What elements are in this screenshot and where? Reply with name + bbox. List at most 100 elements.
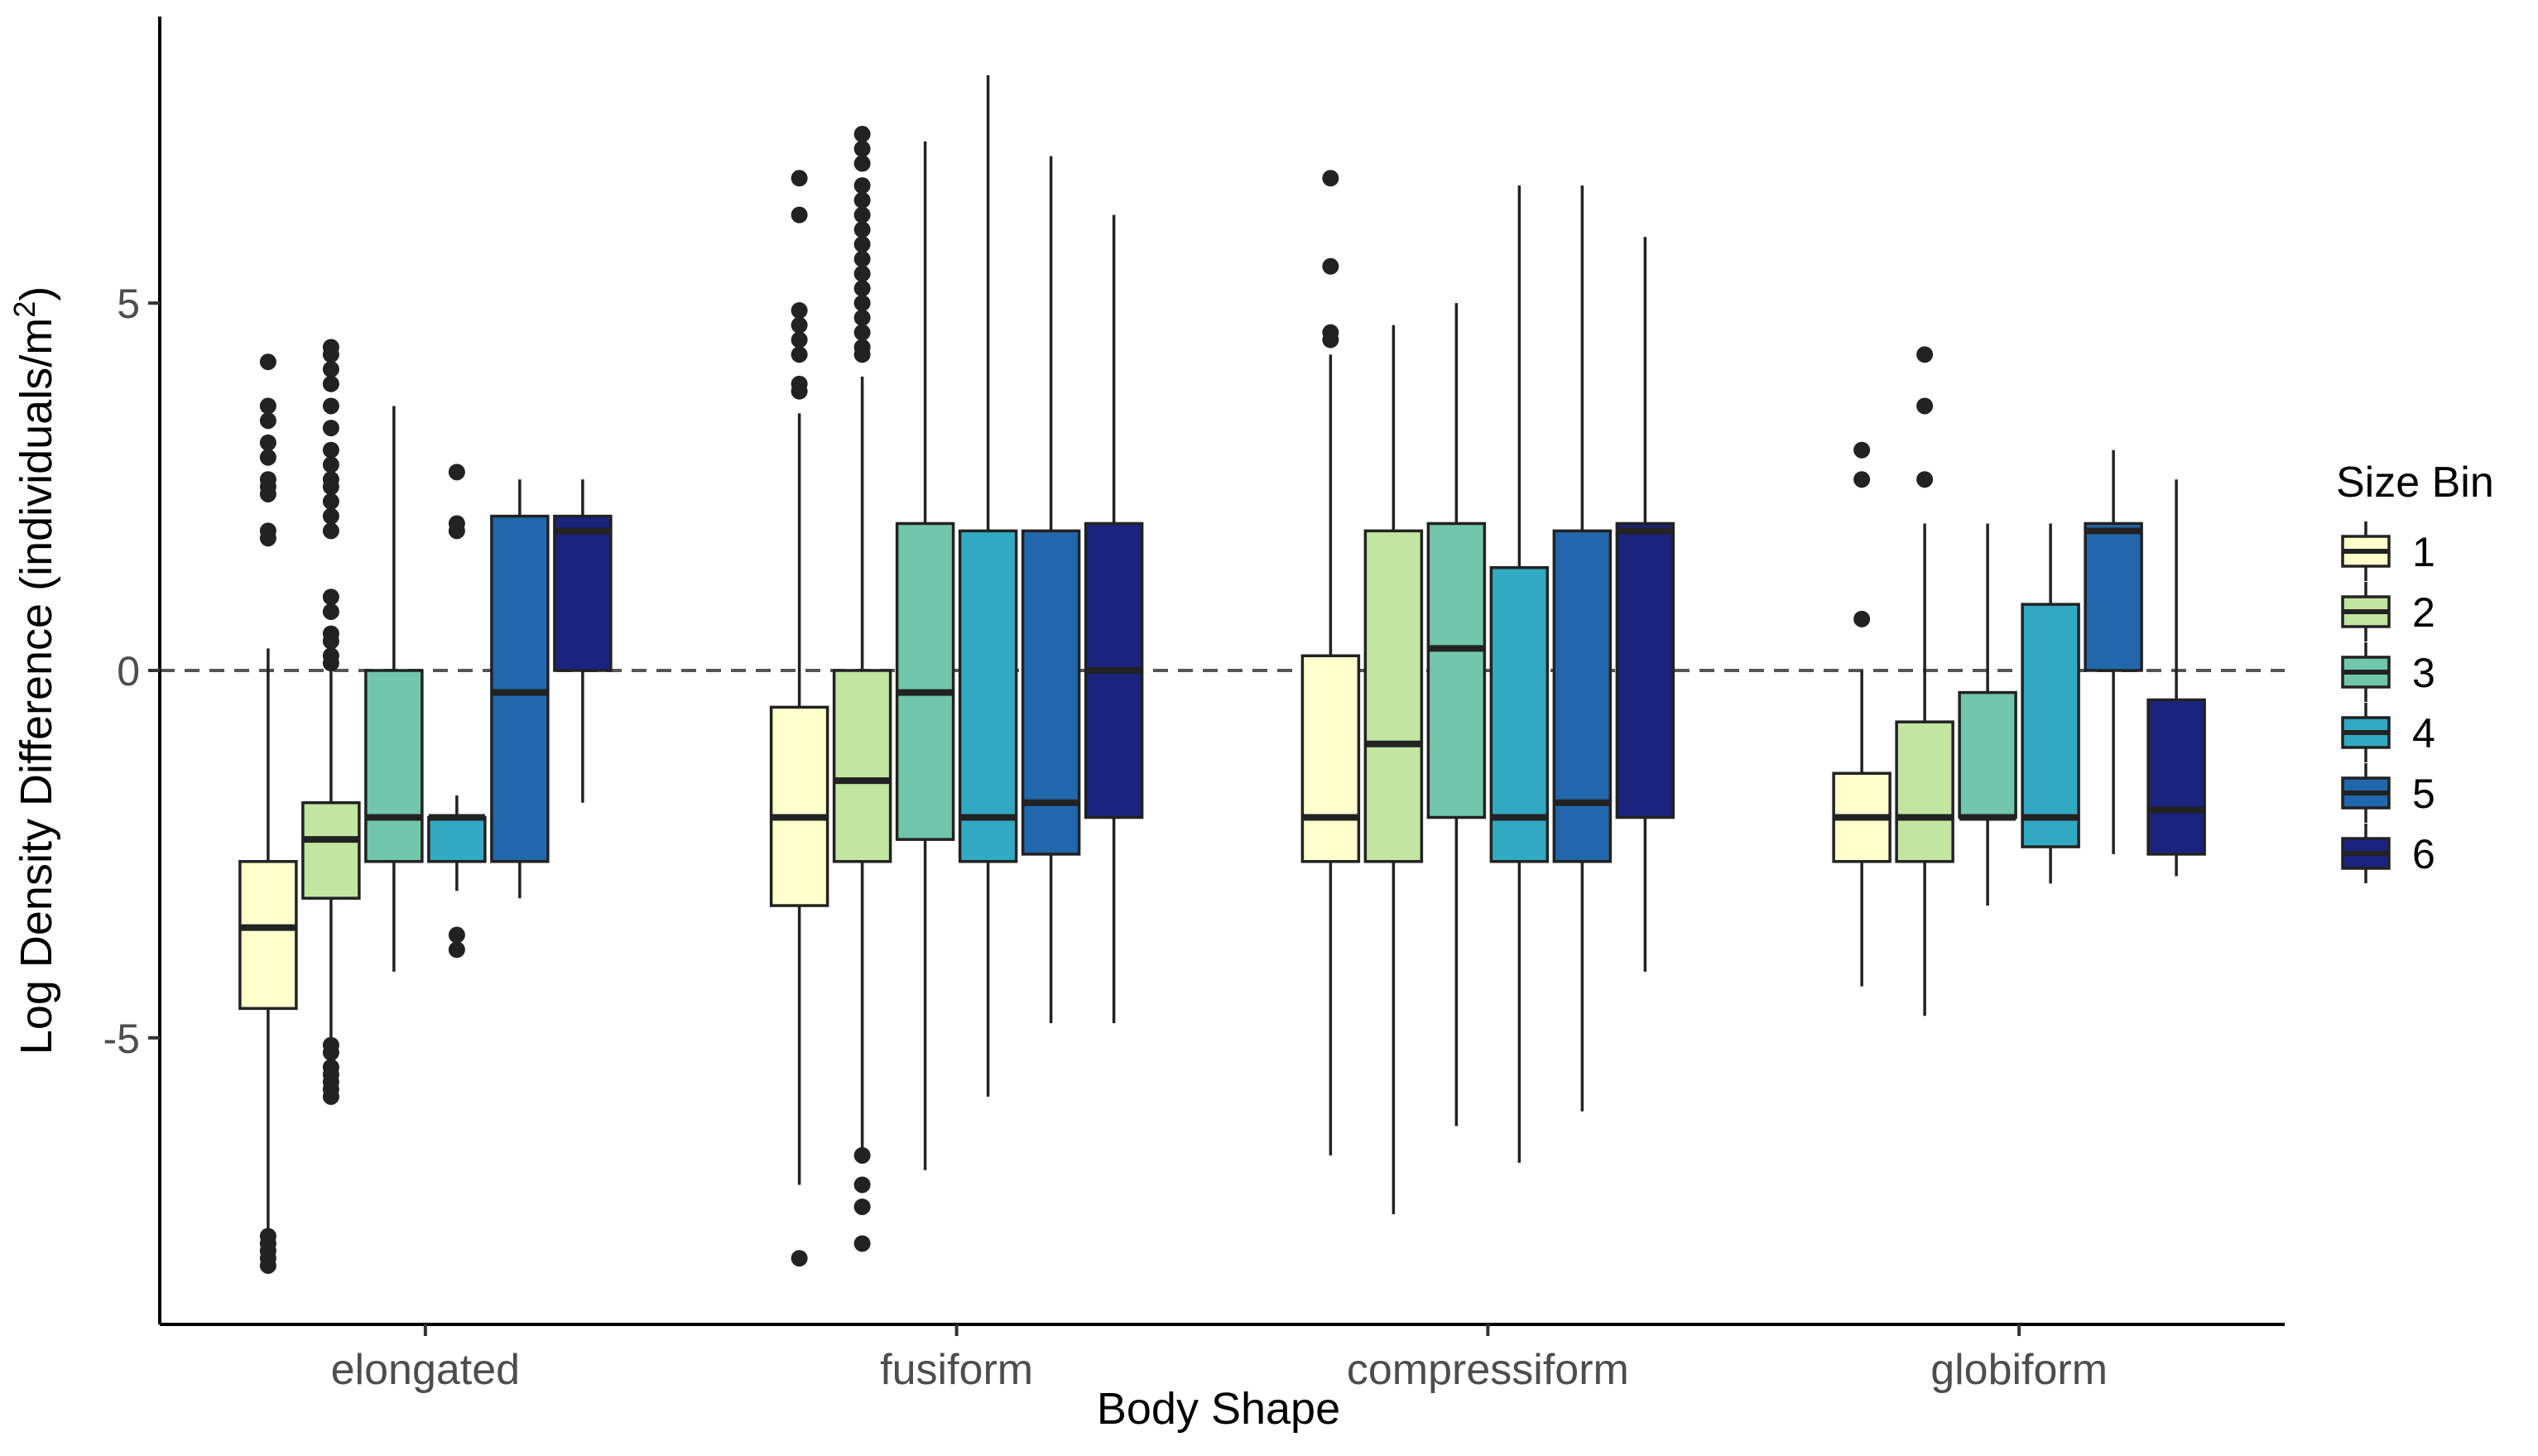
- legend-item-4: 4: [2341, 703, 2435, 762]
- box-body: [364, 669, 424, 863]
- outlier-point: [853, 1198, 871, 1215]
- legend-label: 5: [2412, 771, 2435, 817]
- legend-label: 3: [2412, 650, 2435, 696]
- box-body: [1958, 690, 2017, 819]
- box-fusiform-bin-1: [769, 170, 829, 1267]
- y-tick-label: -5: [103, 1016, 140, 1062]
- outlier-point: [259, 449, 276, 466]
- box-body: [1300, 654, 1361, 863]
- box-body: [2084, 521, 2143, 672]
- outlier-point: [853, 280, 871, 297]
- outlier-point: [322, 361, 339, 378]
- outlier-point: [322, 346, 339, 363]
- outlier-point: [791, 206, 808, 223]
- box-globiform-bin-4: [2021, 523, 2080, 884]
- outlier-point: [1853, 441, 1871, 459]
- box-elongated-bin-2: [301, 339, 361, 1105]
- legend: Size Bin 1 2 3 4 5 6: [2336, 459, 2494, 883]
- box-elongated-bin-1: [238, 353, 298, 1274]
- x-tick-label-fusiform: fusiform: [880, 1346, 1033, 1394]
- box-body: [301, 801, 361, 900]
- box-fusiform-bin-5: [1021, 156, 1081, 1024]
- outlier-point: [791, 346, 808, 363]
- outlier-point: [853, 177, 871, 195]
- box-globiform-bin-1: [1832, 441, 1891, 987]
- plot-area: [160, 75, 2285, 1274]
- outlier-point: [853, 324, 871, 341]
- outlier-point: [853, 295, 871, 312]
- outlier-point: [322, 1044, 339, 1061]
- outlier-point: [322, 603, 339, 620]
- y-axis-title-main: Log Density Difference (individuals/m: [12, 318, 61, 1055]
- outlier-point: [322, 375, 339, 392]
- outlier-point: [791, 331, 808, 348]
- legend-label: 4: [2412, 710, 2435, 757]
- outlier-point: [259, 412, 276, 430]
- outlier-point: [853, 1176, 871, 1194]
- outlier-point: [259, 530, 276, 547]
- box-compressiform-bin-5: [1552, 185, 1613, 1112]
- box-compressiform-bin-3: [1426, 303, 1487, 1127]
- x-tick-label-compressiform: compressiform: [1347, 1346, 1629, 1394]
- outlier-point: [853, 140, 871, 157]
- box-body: [769, 705, 829, 907]
- outlier-point: [322, 456, 339, 473]
- legend-title: Size Bin: [2336, 459, 2494, 507]
- box-body: [1615, 521, 1675, 819]
- legend-label: 1: [2412, 529, 2435, 575]
- x-axis-title: Body Shape: [1097, 1384, 1340, 1434]
- axes: -5 0 5 elongated fusiform compressiform globif…: [103, 17, 2285, 1394]
- outlier-point: [322, 632, 339, 650]
- box-elongated-bin-5: [490, 479, 550, 899]
- legend-label: 2: [2412, 589, 2435, 636]
- outlier-point: [448, 926, 465, 944]
- box-globiform-bin-2: [1895, 346, 1954, 1016]
- outlier-point: [322, 655, 339, 672]
- box-fusiform-bin-2: [832, 126, 892, 1252]
- outlier-point: [259, 1257, 276, 1274]
- outlier-point: [1322, 331, 1339, 348]
- y-axis-title-close: ): [12, 286, 61, 301]
- y-tick-label: 0: [117, 648, 140, 694]
- box-body: [2146, 698, 2206, 856]
- outlier-point: [853, 265, 871, 282]
- outlier-point: [322, 507, 339, 525]
- outlier-point: [1916, 397, 1934, 415]
- legend-item-1: 1: [2341, 521, 2435, 581]
- x-tick-label-elongated: elongated: [331, 1346, 520, 1394]
- box-globiform-bin-3: [1958, 523, 2017, 906]
- box-body: [895, 521, 955, 841]
- outlier-point: [322, 397, 339, 415]
- outlier-point: [791, 316, 808, 334]
- outlier-point: [853, 236, 871, 253]
- outlier-point: [853, 191, 871, 209]
- box-compressiform-bin-1: [1300, 170, 1361, 1156]
- outlier-point: [448, 464, 465, 481]
- outlier-point: [322, 589, 339, 606]
- box-body: [958, 529, 1018, 863]
- box-body: [553, 514, 613, 672]
- legend-item-3: 3: [2341, 642, 2435, 702]
- y-tick-label: 5: [117, 281, 140, 327]
- box-elongated-bin-3: [364, 406, 424, 972]
- outlier-point: [853, 206, 871, 223]
- category-group-globiform: [1832, 346, 2206, 1016]
- box-elongated-bin-4: [427, 464, 487, 959]
- outlier-point: [1916, 346, 1934, 363]
- outlier-point: [448, 941, 465, 959]
- outlier-point: [1322, 257, 1339, 275]
- outlier-point: [853, 126, 871, 143]
- outlier-point: [791, 170, 808, 187]
- y-axis-title: Log Density Difference (individuals/m2): [7, 286, 61, 1055]
- box-compressiform-bin-4: [1489, 185, 1550, 1163]
- outlier-point: [322, 493, 339, 510]
- box-body: [1489, 565, 1550, 863]
- legend-item-6: 6: [2341, 824, 2435, 883]
- outlier-point: [448, 522, 465, 540]
- outlier-point: [853, 309, 871, 326]
- outlier-point: [853, 221, 871, 238]
- outlier-point: [1916, 471, 1934, 488]
- box-body: [1895, 720, 1954, 863]
- outlier-point: [853, 346, 871, 363]
